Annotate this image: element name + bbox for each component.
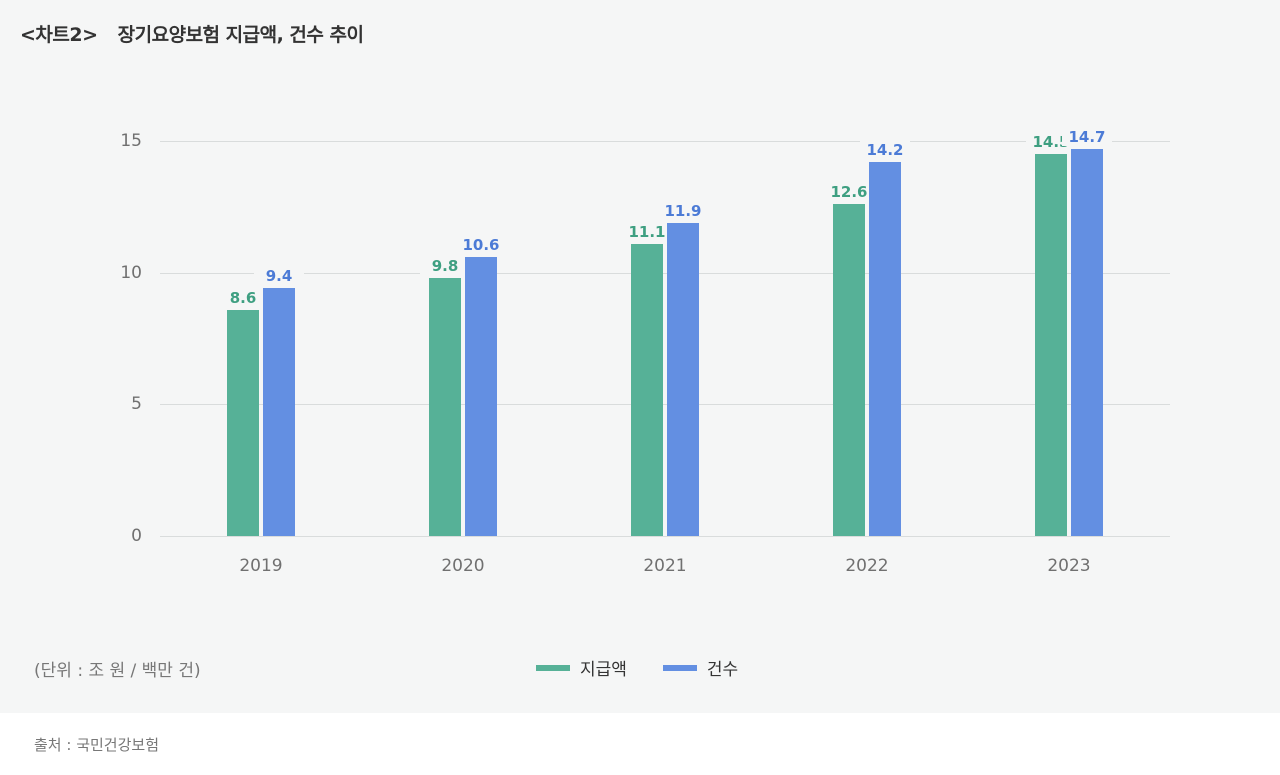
bar-count-2019 bbox=[263, 288, 295, 536]
chart-title: <차트2> 장기요양보험 지급액, 건수 추이 bbox=[20, 20, 364, 47]
gridline bbox=[160, 141, 1170, 142]
data-label: 12.6 bbox=[824, 183, 874, 202]
gridline bbox=[160, 536, 1170, 537]
x-tick-label: 2021 bbox=[643, 556, 687, 576]
data-label: 14.7 bbox=[1062, 127, 1112, 146]
y-tick-label: 15 bbox=[120, 131, 142, 151]
y-tick-label: 0 bbox=[131, 526, 142, 546]
gridline bbox=[160, 404, 1170, 406]
plot-area: 0 5 10 15 8.6 9.4 2019 9.8 10.6 2020 11.1 11.9 2021 1… bbox=[120, 127, 1170, 576]
bar-payment-2019 bbox=[227, 309, 259, 536]
data-label: 10.6 bbox=[456, 235, 506, 254]
chart-panel: <차트2> 장기요양보험 지급액, 건수 추이 0 5 10 15 8.6 9.4 2019… bbox=[20, 20, 1170, 681]
source-note: 출처 : 국민건강보험 bbox=[34, 736, 159, 754]
bar-count-2023 bbox=[1071, 148, 1103, 536]
bar-count-2021 bbox=[667, 222, 699, 536]
chart-title-text: 장기요양보험 지급액, 건수 추이 bbox=[117, 24, 364, 46]
legend-swatch-payment bbox=[536, 664, 570, 671]
y-tick-label: 10 bbox=[120, 262, 142, 283]
y-tick-label: 5 bbox=[131, 394, 142, 415]
bar-payment-2023 bbox=[1035, 154, 1067, 536]
bar-count-2022 bbox=[869, 162, 901, 536]
bar-payment-2020 bbox=[429, 277, 461, 536]
legend-label: 건수 bbox=[706, 660, 739, 680]
data-label: 11.1 bbox=[622, 222, 672, 241]
legend-item-payment: 지급액 bbox=[536, 655, 627, 680]
legend-item-count: 건수 bbox=[662, 655, 739, 680]
legend-swatch-count bbox=[662, 664, 697, 671]
x-tick-label: 2019 bbox=[239, 556, 283, 576]
unit-note: (단위 : 조 원 / 백만 건) bbox=[34, 661, 201, 681]
x-tick-label: 2020 bbox=[441, 556, 485, 576]
gridline bbox=[160, 272, 1170, 274]
bar-payment-2021 bbox=[631, 243, 663, 536]
data-label: 11.9 bbox=[658, 201, 708, 220]
data-label: 9.8 bbox=[420, 256, 470, 275]
legend: 지급액 건수 bbox=[536, 655, 774, 680]
bar-count-2020 bbox=[465, 256, 497, 536]
data-label: 14.2 bbox=[860, 141, 910, 160]
data-label: 9.4 bbox=[254, 267, 304, 286]
legend-label: 지급액 bbox=[580, 660, 627, 680]
x-tick-label: 2022 bbox=[845, 556, 889, 576]
x-tick-label: 2023 bbox=[1047, 556, 1091, 576]
bar-payment-2022 bbox=[833, 204, 865, 536]
data-label: 8.6 bbox=[218, 288, 268, 307]
chart-number-tag: <차트2> bbox=[20, 24, 98, 46]
